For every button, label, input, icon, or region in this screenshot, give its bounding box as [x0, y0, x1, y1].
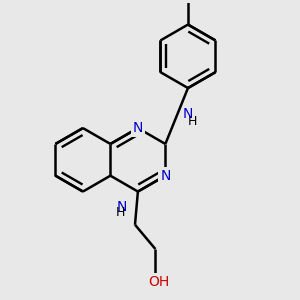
- Text: N: N: [116, 200, 127, 214]
- Text: OH: OH: [148, 275, 169, 290]
- Text: N: N: [160, 169, 171, 183]
- Text: H: H: [116, 206, 125, 219]
- Text: N: N: [183, 107, 193, 122]
- Text: N: N: [133, 121, 143, 135]
- Text: H: H: [188, 115, 197, 128]
